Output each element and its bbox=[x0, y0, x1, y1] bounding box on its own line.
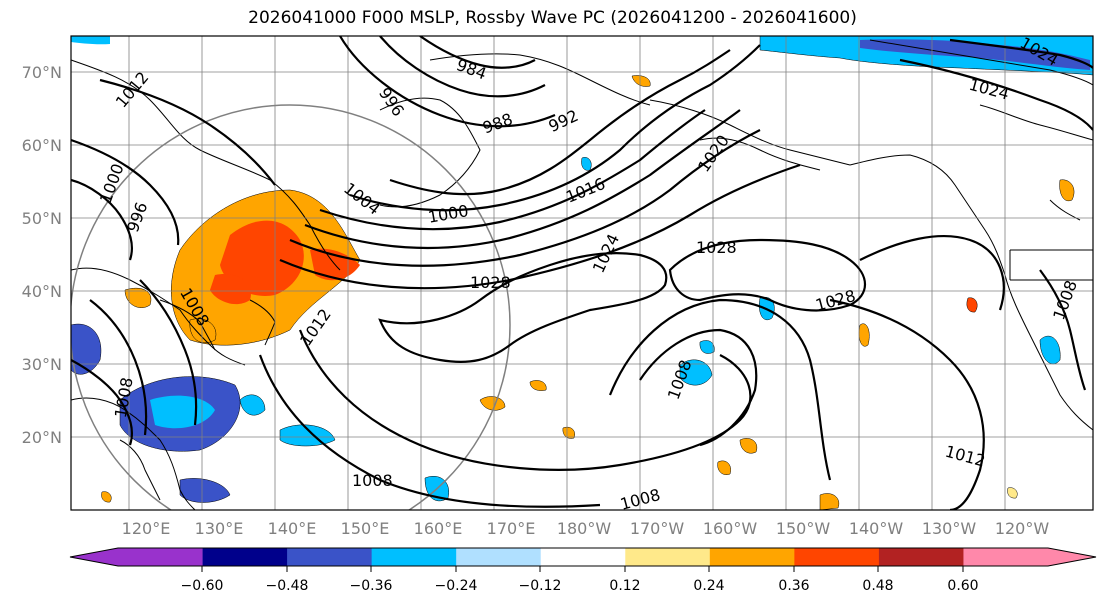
lat-label: 30°N bbox=[22, 355, 62, 374]
colorbar-segment bbox=[709, 548, 795, 566]
isobar-label: 1028 bbox=[470, 273, 511, 292]
lon-label: 180°W bbox=[557, 519, 612, 538]
colorbar-tick-label: 0.24 bbox=[693, 578, 724, 594]
lon-label: 120°W bbox=[995, 519, 1050, 538]
colorbar-segment bbox=[456, 548, 542, 566]
lon-label: 130°W bbox=[922, 519, 977, 538]
lon-label: 140°W bbox=[849, 519, 904, 538]
colorbar-tick-labels: −0.60 −0.48 −0.36 −0.24 −0.12 0.12 0.24 … bbox=[181, 578, 979, 594]
colorbar-ticks bbox=[201, 566, 964, 572]
colorbar-tick-label: −0.48 bbox=[266, 578, 309, 594]
lat-label: 50°N bbox=[22, 209, 62, 228]
lat-label: 60°N bbox=[22, 136, 62, 155]
lon-label: 170°W bbox=[630, 519, 685, 538]
isobar-label: 1028 bbox=[696, 238, 737, 257]
isobars bbox=[71, 36, 1093, 510]
colorbar-segment bbox=[287, 548, 373, 566]
lon-label: 130°E bbox=[195, 519, 244, 538]
lat-label: 70°N bbox=[22, 63, 62, 82]
lon-label: 170°E bbox=[487, 519, 536, 538]
lon-label: 120°E bbox=[122, 519, 171, 538]
colorbar-segment bbox=[878, 548, 964, 566]
colorbar-segment bbox=[70, 548, 203, 566]
map-title: 2026041000 F000 MSLP, Rossby Wave PC (20… bbox=[248, 8, 857, 28]
colorbar-tick-label: 0.12 bbox=[609, 578, 640, 594]
colorbar-segments bbox=[69, 547, 1097, 567]
colorbar-tick-label: −0.60 bbox=[181, 578, 224, 594]
colorbar-tick-label: −0.24 bbox=[435, 578, 478, 594]
colorbar-segment bbox=[794, 548, 880, 566]
reference-circle bbox=[71, 104, 511, 510]
colorbar-tick-label: 0.60 bbox=[947, 578, 978, 594]
lat-label: 40°N bbox=[22, 282, 62, 301]
colorbar-segment bbox=[963, 548, 1096, 566]
colorbar-segment bbox=[540, 548, 626, 566]
colorbar-segment bbox=[625, 548, 711, 566]
coastlines bbox=[71, 39, 1093, 510]
lon-label: 160°E bbox=[414, 519, 463, 538]
lon-label: 160°W bbox=[703, 519, 758, 538]
colorbar-tick-label: 0.36 bbox=[778, 578, 809, 594]
colorbar-segment bbox=[202, 548, 288, 566]
lon-label: 150°W bbox=[776, 519, 831, 538]
lon-label: 150°E bbox=[341, 519, 390, 538]
colorbar-segment bbox=[371, 548, 457, 566]
latitude-labels: 70°N 60°N 50°N 40°N 30°N 20°N bbox=[22, 63, 62, 447]
isobar-label: 1008 bbox=[352, 471, 393, 490]
colorbar-tick-label: −0.36 bbox=[350, 578, 393, 594]
lon-label: 140°E bbox=[268, 519, 317, 538]
colorbar: −0.60 −0.48 −0.36 −0.24 −0.12 0.12 0.24 … bbox=[69, 547, 1097, 594]
longitude-labels: 120°E 130°E 140°E 150°E 160°E 170°E 180°… bbox=[122, 519, 1050, 538]
lat-label: 20°N bbox=[22, 428, 62, 447]
map-border bbox=[70, 35, 1094, 511]
colorbar-tick-label: −0.12 bbox=[519, 578, 562, 594]
colorbar-tick-label: 0.48 bbox=[862, 578, 893, 594]
colorbar-outline bbox=[69, 547, 1097, 567]
